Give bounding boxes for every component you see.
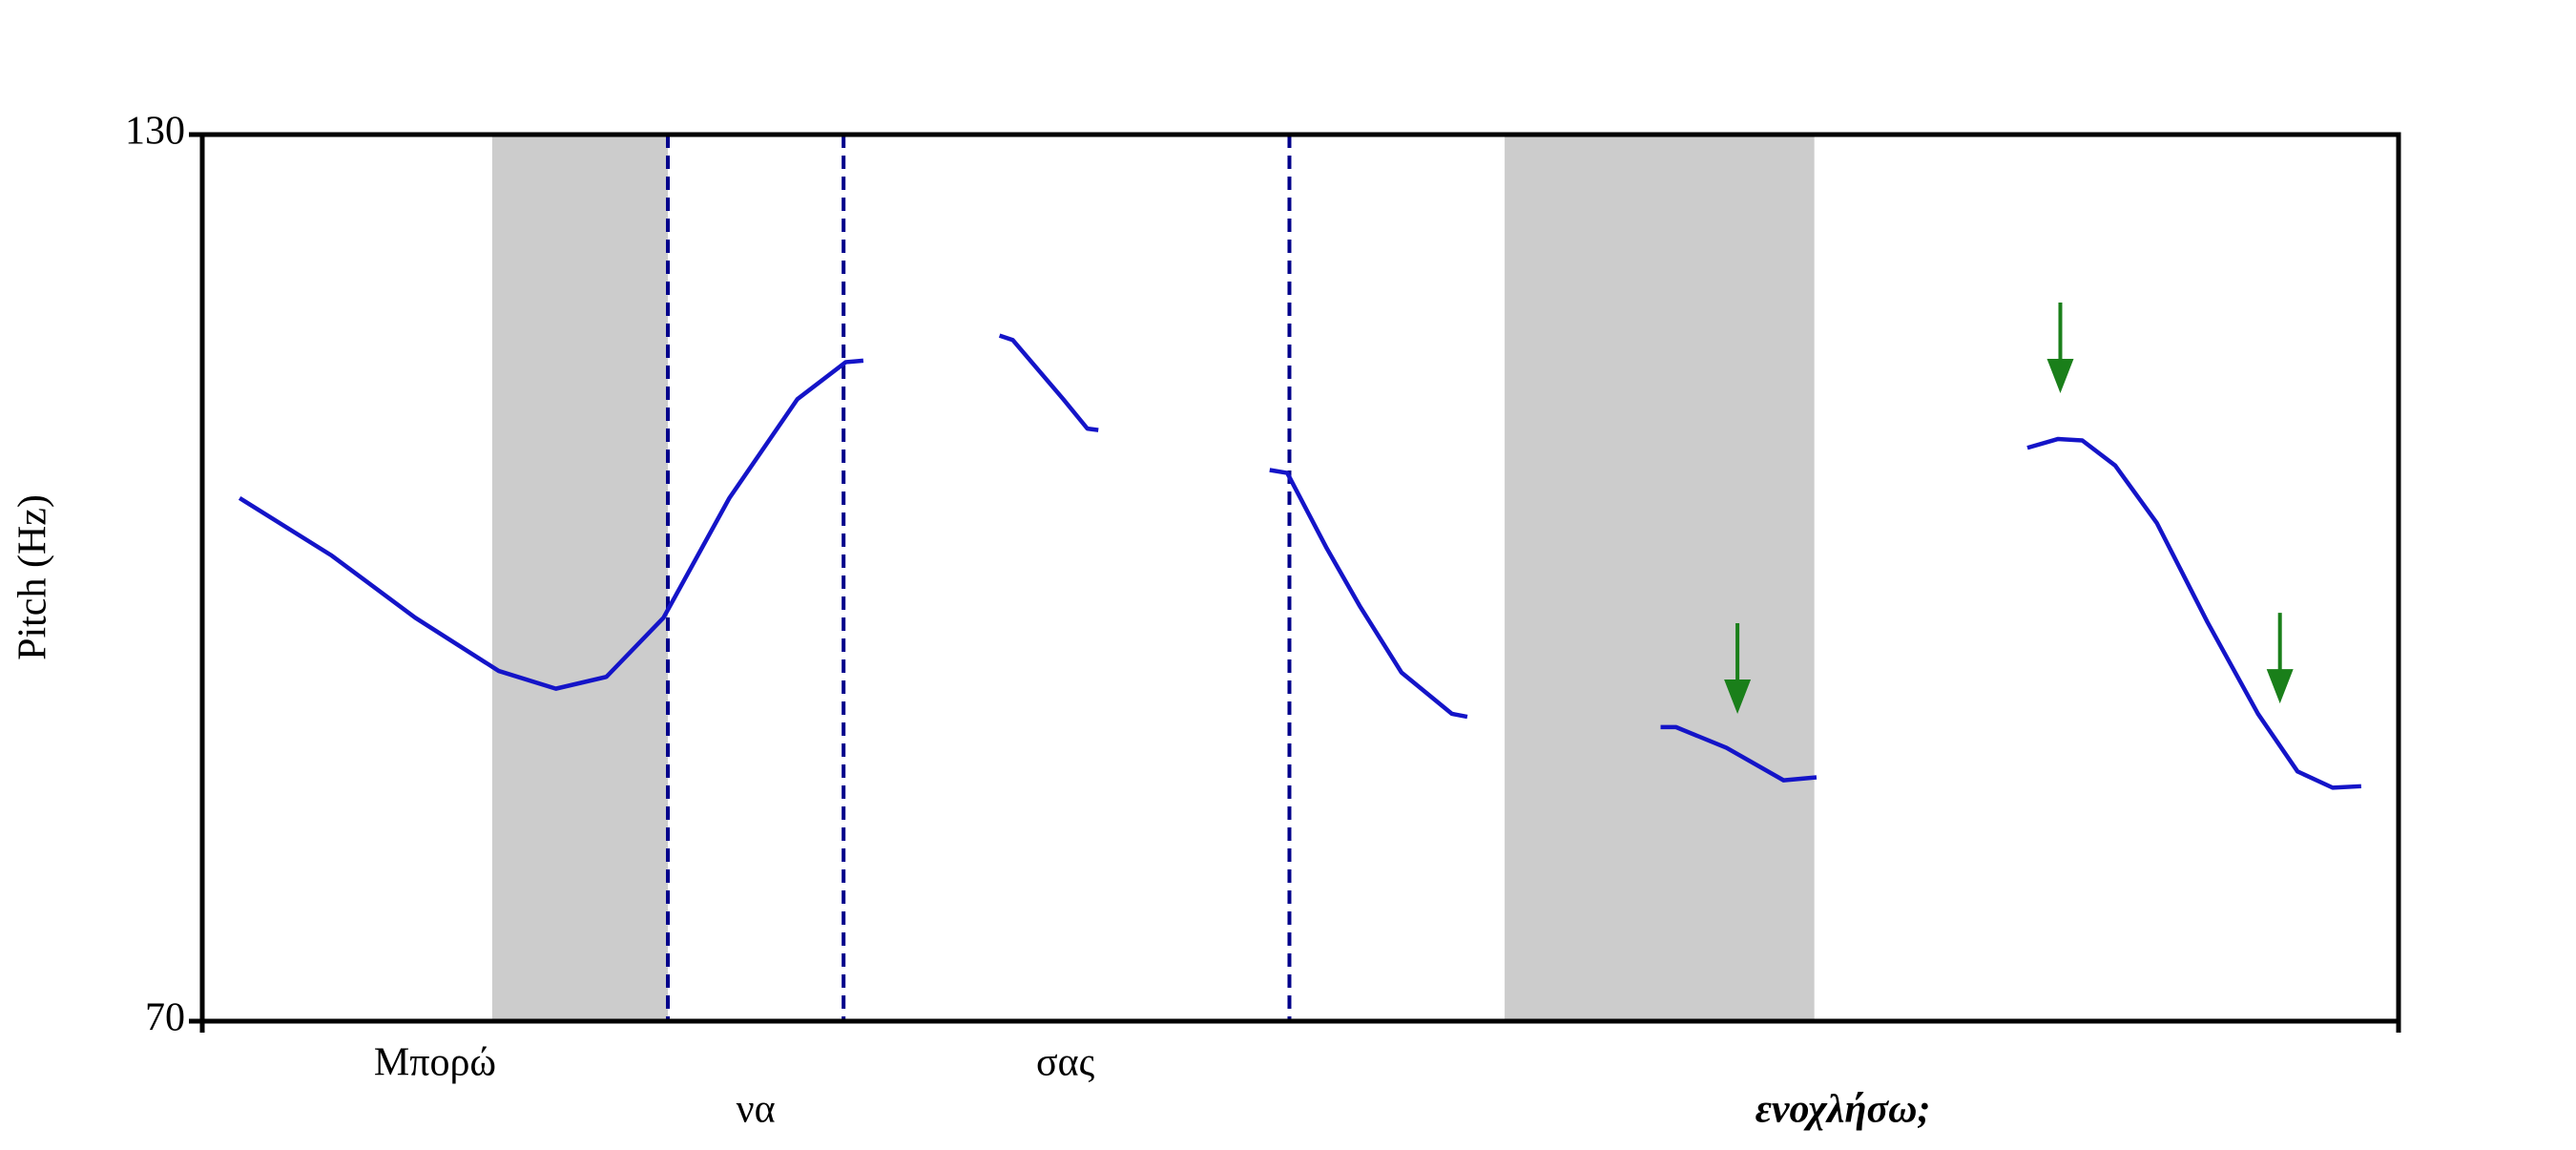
arrow [1724,622,1752,714]
pitch-line [238,333,2361,790]
arrow-head [1724,679,1752,714]
y-axis-label: Pitch (Hz) [11,494,55,660]
word-label: να [737,1088,776,1132]
plot-frame [199,132,2401,1024]
word-label: Μπορώ [374,1041,496,1085]
shaded-span [1505,135,1815,1021]
y-tick-label: 70 [145,996,185,1040]
arrow [2266,613,2294,704]
word-label: ενοχλήσω; [1755,1088,1931,1132]
arrow-head [2046,358,2074,393]
y-tick-label: 130 [125,110,185,154]
arrow [2046,302,2074,393]
arrow-head [2266,669,2294,704]
shaded-span [491,135,669,1021]
word-label: σας [1036,1041,1095,1085]
